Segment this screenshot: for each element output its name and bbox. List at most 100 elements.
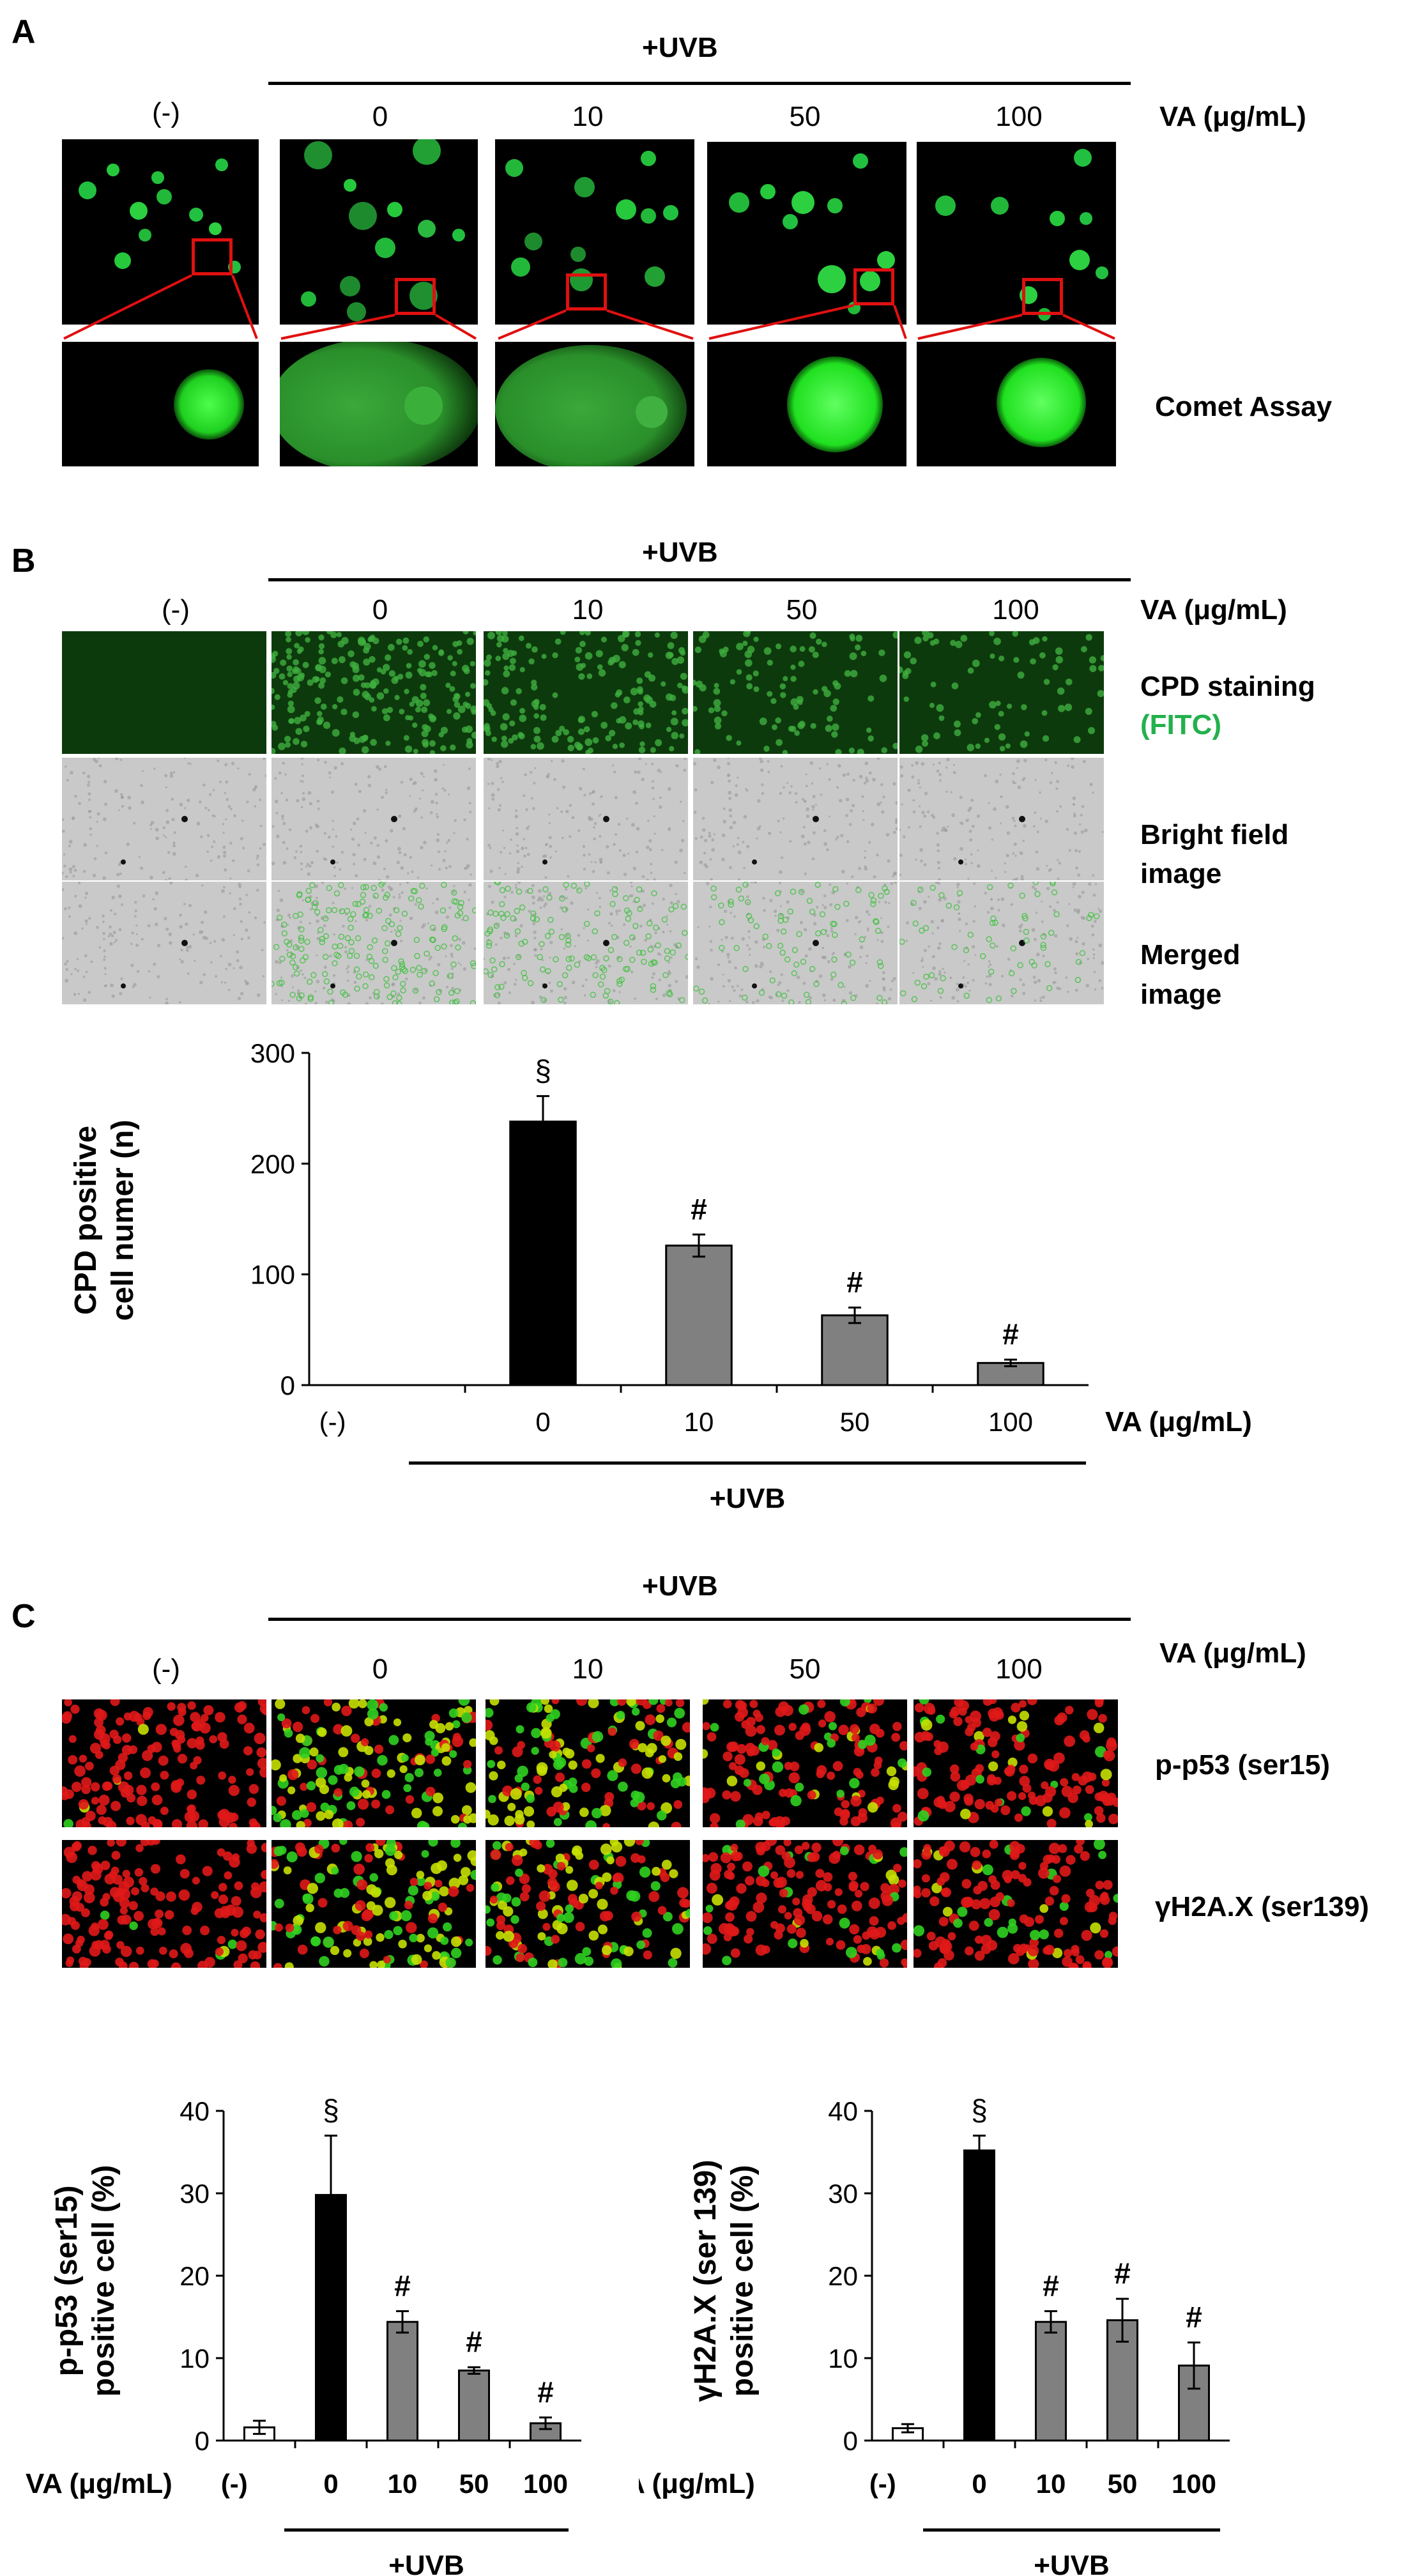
comet-image-uvb-100 (917, 142, 1116, 325)
chart0-category-label-4: 100 (988, 1407, 1033, 1437)
chart1-annotation-1: § (323, 2094, 339, 2127)
chart1-annotation-4: # (537, 2375, 554, 2409)
chart1-category-label-3: 50 (459, 2469, 489, 2499)
chart2-ytick-label: 40 (828, 2096, 858, 2126)
chart1-bar-3 (457, 2369, 491, 2442)
chart2-ylabel-line-1: positive cell (%) (726, 2165, 760, 2397)
cpd-merged-uvb-100 (899, 882, 1104, 1004)
panel-c-cond-3: 50 (789, 1653, 821, 1685)
chart0-xlabel: VA (μg/mL) (1105, 1406, 1252, 1438)
comet-image-uvb-0 (280, 139, 478, 325)
panel-c-cond-1: 0 (372, 1653, 388, 1685)
chart1-category-label-4: 100 (523, 2469, 568, 2499)
chart2-annotation-2: # (1043, 2269, 1059, 2302)
panel-b-cond-1: 0 (372, 594, 388, 625)
panel-a-cond-1: 0 (372, 101, 388, 132)
panel-a-cond-3: 50 (789, 101, 821, 132)
chart2-annotation-3: # (1114, 2257, 1131, 2290)
chart0-ytick-label: 300 (250, 1038, 295, 1068)
cpd-bright-uvb-0 (271, 758, 476, 880)
zoom-box-uvb-100 (1022, 278, 1063, 315)
chart2-bar-1 (963, 2149, 996, 2442)
cpd-merged-uvb-10 (484, 882, 688, 1004)
chart0-bar-3 (821, 1314, 889, 1386)
chart1-ylabel-line-0: p-p53 (ser15) (50, 2186, 84, 2377)
comet-image-uvb-10 (495, 139, 694, 325)
comet-zoom-uvb-10 (495, 342, 694, 466)
chart2-ytick-label: 20 (828, 2261, 858, 2291)
chart2-ylabel-line-0: γH2A.X (ser 139) (689, 2160, 722, 2402)
cpd-bar-chart: 0 100 200 300 (-) § 0 #10 #50 #100 CPD positive cel… (69, 1038, 1252, 1514)
chart2-category-label-4: 100 (1172, 2469, 1216, 2499)
chart0-annotation-1: § (535, 1054, 551, 1087)
panel-b-label: B (11, 542, 36, 579)
chart2-xlabel: VA (μg/mL) (639, 2468, 755, 2499)
cpd-bright-uvb-10 (484, 758, 688, 880)
panel-c-uvb-bar (268, 1618, 1131, 1621)
zoom-box-control (192, 238, 233, 275)
gh2ax-label: γH2A.X (ser139) (1155, 1891, 1370, 1922)
chart0-uvb-label: +UVB (710, 1483, 786, 1514)
cpd-bright-control (62, 758, 266, 880)
chart0-category-label-2: 10 (684, 1407, 714, 1437)
chart0-category-label-1: 0 (535, 1407, 550, 1437)
zoom-lines (63, 274, 1115, 340)
panel-b-uvb-bar (268, 578, 1131, 581)
comet-image-uvb-50 (707, 142, 906, 325)
chart1-category-label-2: 10 (388, 2469, 418, 2499)
comet-zoom-uvb-0 (280, 342, 478, 466)
cpd-fitc-uvb-10 (484, 631, 688, 754)
panel-a-va-label: VA (μg/mL) (1159, 101, 1306, 132)
gh2ax-image-control (62, 1840, 266, 1968)
p53-image-uvb-10 (485, 1699, 690, 1827)
panel-b-cond-4: 100 (992, 594, 1039, 625)
chart0-category-label-0: (-) (319, 1407, 346, 1437)
chart2-category-label-2: 10 (1036, 2469, 1066, 2499)
comet-zoom-control (62, 342, 259, 466)
panel-a-cond-0: (-) (152, 97, 180, 128)
panel-b-cond-0: (-) (162, 594, 190, 625)
panel-b-cond-3: 50 (786, 594, 818, 625)
chart2-annotation-1: § (971, 2094, 988, 2127)
chart0-category-label-3: 50 (840, 1407, 870, 1437)
chart1-ytick-label: 10 (180, 2343, 210, 2373)
gh2ax-image-uvb-50 (703, 1840, 907, 1968)
cpd-fitc-uvb-100 (899, 631, 1104, 754)
comet-zoom-uvb-100 (917, 342, 1116, 466)
p53-image-uvb-0 (271, 1699, 476, 1827)
p53-image-uvb-50 (703, 1699, 907, 1827)
chart0-bar-1 (509, 1120, 577, 1386)
panel-c-cond-2: 10 (572, 1653, 604, 1685)
zoom-box-uvb-10 (566, 273, 607, 310)
panel-c-cond-4: 100 (995, 1653, 1043, 1685)
chart2-ytick-label: 10 (828, 2343, 858, 2373)
chart2-ytick-label: 30 (828, 2179, 858, 2209)
comet-zoom-uvb-50 (707, 342, 906, 466)
chart0-bar-2 (665, 1245, 733, 1386)
cpd-staining-label: CPD staining (1140, 671, 1315, 702)
cpd-fitc-control (62, 631, 266, 754)
panel-c-uvb-label: +UVB (642, 1570, 718, 1602)
chart0-ytick-label: 0 (280, 1370, 295, 1400)
gh2ax-image-uvb-100 (914, 1840, 1118, 1968)
p-p53-label: p-p53 (ser15) (1155, 1749, 1330, 1781)
cpd-bright-uvb-50 (693, 758, 898, 880)
gh2ax-image-uvb-10 (485, 1840, 690, 1968)
cpd-fitc-uvb-50 (693, 631, 898, 754)
panel-a-cond-2: 10 (572, 101, 604, 132)
zoom-box-uvb-0 (395, 278, 436, 315)
p53-image-control (62, 1699, 266, 1827)
panel-c-va-label: VA (μg/mL) (1159, 1637, 1306, 1669)
panel-a-uvb-label: +UVB (642, 32, 718, 63)
zoom-box-uvb-50 (853, 268, 894, 305)
panel-c-label: C (11, 1598, 36, 1635)
chart2-bar-2 (1034, 2320, 1067, 2442)
chart0-ytick-label: 200 (250, 1149, 295, 1179)
chart1-bar-2 (386, 2320, 419, 2442)
chart1-annotation-3: # (466, 2325, 482, 2358)
panel-b-uvb-label: +UVB (642, 537, 718, 568)
p53-bar-chart: 0 10 20 30 40 (-) § 0 #10 #50 #100 p-p53 (ser15) pos… (26, 2094, 581, 2576)
bright-field-label: Bright field (1140, 819, 1289, 850)
merged-label: Merged (1140, 939, 1241, 970)
panel-a-cond-4: 100 (995, 101, 1043, 132)
